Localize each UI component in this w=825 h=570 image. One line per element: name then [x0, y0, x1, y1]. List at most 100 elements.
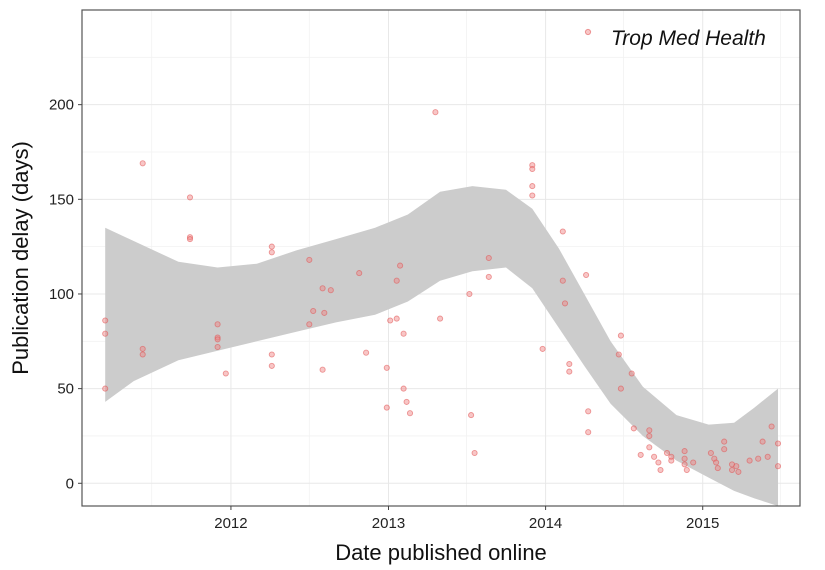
data-point — [400, 385, 407, 392]
y-tick-label: 150 — [49, 191, 74, 208]
data-point — [400, 330, 407, 337]
x-tick-label: 2015 — [686, 515, 719, 532]
data-point — [681, 455, 688, 462]
data-point — [306, 321, 313, 328]
data-point — [617, 385, 624, 392]
x-tick-label: 2012 — [214, 515, 247, 532]
data-point — [268, 362, 275, 369]
data-point — [186, 234, 194, 241]
data-point — [713, 459, 720, 466]
data-point — [321, 309, 328, 316]
data-point — [432, 109, 439, 116]
data-point — [102, 330, 109, 337]
data-point — [663, 449, 671, 457]
data-point — [735, 468, 742, 475]
data-point — [539, 345, 546, 352]
data-point — [714, 465, 721, 472]
data-point — [383, 404, 390, 411]
data-point — [630, 425, 637, 432]
data-point — [559, 228, 566, 235]
data-point — [646, 432, 653, 440]
data-point — [186, 236, 194, 243]
data-point — [759, 438, 766, 445]
data-point — [585, 408, 592, 415]
smooth-band-layer — [105, 186, 778, 506]
data-point — [406, 410, 414, 417]
data-point — [585, 429, 592, 436]
y-tick-label: 100 — [49, 286, 74, 303]
data-point — [214, 343, 221, 351]
data-point — [102, 385, 109, 392]
data-point — [774, 463, 782, 470]
data-point — [393, 315, 400, 322]
data-point — [393, 277, 400, 284]
data-point — [651, 453, 658, 460]
legend-label: Trop Med Health — [611, 27, 766, 50]
y-tick-label: 50 — [57, 381, 74, 398]
data-point — [403, 398, 410, 405]
data-point — [268, 351, 275, 358]
data-point — [566, 368, 573, 375]
data-point — [721, 438, 728, 445]
data-point — [485, 273, 492, 280]
data-point — [437, 315, 444, 322]
data-point — [566, 360, 573, 368]
data-point — [617, 332, 624, 339]
data-point — [690, 459, 697, 466]
confidence-band — [105, 186, 778, 506]
data-point — [327, 287, 334, 294]
points-layer — [102, 109, 782, 475]
legend-key-marker — [584, 28, 592, 36]
data-point — [468, 412, 475, 419]
x-tick-label: 2013 — [372, 515, 405, 532]
data-point — [755, 455, 762, 462]
data-point — [683, 466, 690, 474]
data-point — [214, 321, 221, 328]
data-point — [529, 183, 536, 190]
data-point — [214, 336, 221, 343]
data-point — [485, 254, 492, 262]
data-point — [646, 427, 653, 434]
y-tick-label: 200 — [49, 97, 74, 114]
data-point — [646, 444, 653, 451]
data-point — [657, 466, 664, 474]
data-point — [768, 423, 775, 430]
data-point — [387, 317, 394, 324]
data-point — [655, 459, 662, 466]
data-point — [268, 243, 275, 250]
data-point — [529, 192, 536, 199]
x-axis-title: Date published online — [335, 540, 547, 565]
data-point — [222, 370, 229, 377]
data-point — [356, 270, 363, 277]
data-point — [746, 457, 753, 464]
panel-border — [81, 9, 801, 507]
data-point — [561, 300, 569, 307]
data-point — [668, 457, 675, 464]
data-point — [383, 364, 390, 371]
data-point — [139, 160, 146, 167]
data-point — [559, 277, 566, 284]
data-point — [707, 449, 714, 457]
legend: Trop Med Health — [584, 27, 766, 50]
x-axis-ticks: 2012 2013 2014 2015 — [214, 506, 719, 532]
data-point — [319, 366, 326, 373]
data-point — [615, 351, 622, 358]
data-point — [319, 285, 326, 292]
data-point — [310, 307, 317, 315]
data-point — [733, 463, 740, 470]
data-point — [637, 451, 644, 458]
y-tick-label: 0 — [66, 475, 74, 492]
data-point — [268, 249, 275, 256]
data-point — [721, 446, 728, 453]
x-tick-label: 2014 — [529, 515, 562, 532]
data-point — [102, 317, 109, 324]
data-point — [728, 466, 736, 474]
data-point — [681, 448, 688, 455]
data-point — [628, 370, 635, 377]
data-point — [764, 453, 771, 460]
data-point — [186, 194, 194, 201]
data-point — [681, 461, 688, 468]
data-point — [306, 256, 313, 263]
data-point — [214, 334, 221, 341]
